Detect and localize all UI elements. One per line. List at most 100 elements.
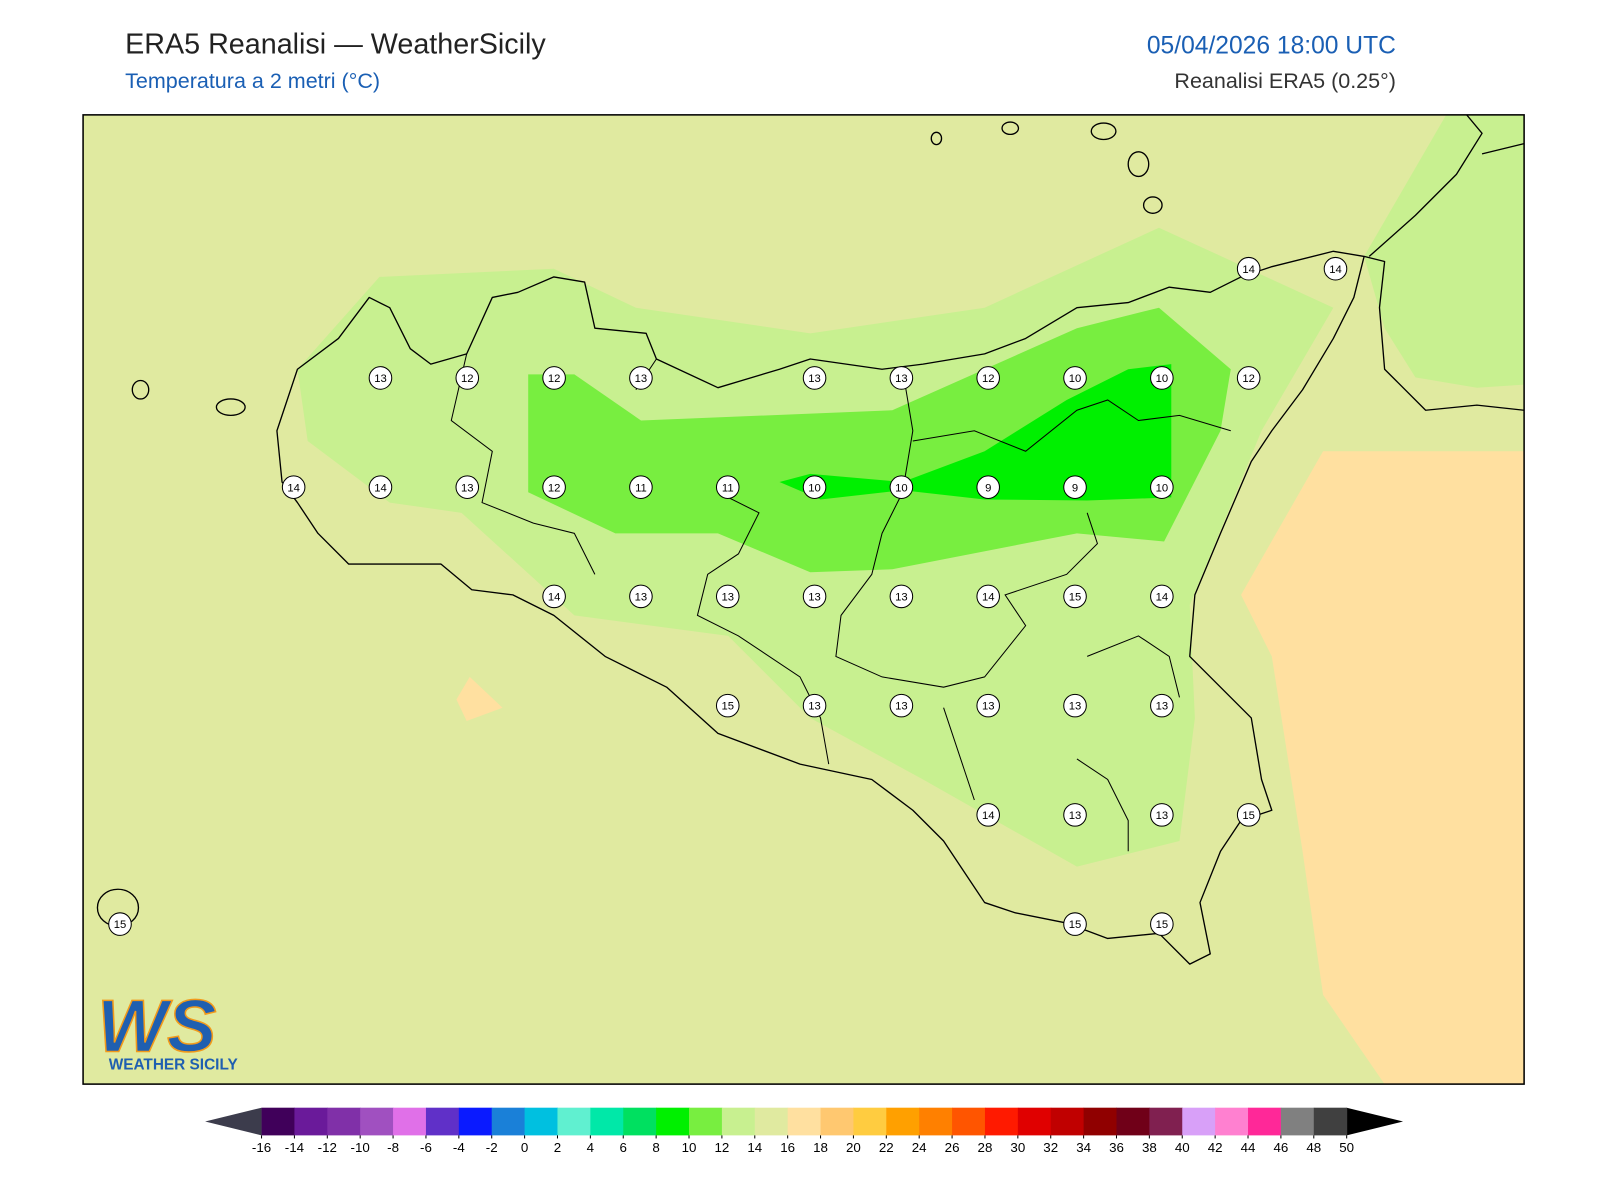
grid-value: 15 (721, 701, 734, 713)
colorbar-cell (1116, 1107, 1150, 1136)
colorbar-tick-label: 48 (1306, 1140, 1321, 1155)
colorbar-tick-label: 22 (879, 1140, 894, 1155)
grid-value: 10 (808, 482, 821, 494)
grid-point (542, 366, 566, 390)
colorbar-tick-label: 12 (714, 1140, 729, 1155)
grid-value: 13 (895, 373, 908, 385)
grid-value: 13 (635, 373, 648, 385)
grid-point (889, 366, 914, 390)
grid-point (976, 475, 1000, 499)
colorbar-cell (327, 1107, 361, 1136)
title: ERA5 Reanalisi — WeatherSicily (125, 28, 546, 60)
grid-value: 9 (1072, 482, 1078, 494)
island (131, 379, 150, 400)
colorbar-cell (393, 1107, 427, 1136)
grid-point (976, 803, 1000, 827)
grid-point (1150, 475, 1174, 499)
grid-value: 13 (374, 373, 387, 385)
grid-value: 10 (1156, 482, 1169, 494)
colorbar-tick-label: 40 (1175, 1140, 1190, 1155)
grid-value: 10 (895, 482, 908, 494)
contour-region (456, 676, 503, 722)
grid-point (1150, 584, 1174, 609)
grid-value: 14 (982, 810, 995, 822)
grid-point (802, 584, 827, 609)
source: Reanalisi ERA5 (0.25°) (1174, 69, 1395, 93)
colorbar-tick-label: 32 (1043, 1140, 1058, 1155)
grid-value: 13 (895, 701, 908, 713)
grid-point (1063, 803, 1087, 827)
colorbar-cell (754, 1107, 789, 1136)
colorbar-cell (1017, 1107, 1052, 1136)
calabria-coast (1363, 114, 1525, 411)
colorbar-under (205, 1107, 262, 1136)
colorbar-tick-label: 30 (1010, 1140, 1025, 1155)
colorbar-tick-label: -16 (252, 1140, 271, 1155)
colorbar-tick-label: 36 (1109, 1140, 1124, 1155)
grid-point (1063, 475, 1087, 499)
datetime: 05/04/2026 18:00 UTC (1147, 32, 1396, 59)
grid-value: 13 (1156, 701, 1169, 713)
contour-region (779, 364, 1172, 501)
colorbar-cell (623, 1107, 657, 1136)
colorbar-cell (886, 1107, 920, 1136)
grid-point (715, 584, 740, 609)
map-frame (82, 114, 1525, 1085)
colorbar-cell (524, 1107, 558, 1136)
colorbar-cell (1313, 1107, 1348, 1136)
colorbar-tick-label: 14 (747, 1140, 762, 1155)
island (215, 398, 246, 417)
logo-text: WEATHER SICILY (109, 1057, 238, 1074)
grid-point (542, 584, 566, 609)
grid-value: 14 (1242, 264, 1255, 276)
colorbar-tick-label: -4 (453, 1140, 465, 1155)
grid-point (368, 475, 393, 499)
grid-value: 15 (1156, 919, 1169, 931)
grid-point (542, 475, 566, 499)
grid-value: 14 (548, 592, 561, 604)
subtitle: Temperatura a 2 metri (°C) (125, 69, 380, 93)
grid-value: 15 (1242, 810, 1255, 822)
grid-value: 14 (287, 482, 300, 494)
grid-value: 11 (722, 482, 734, 494)
colorbar-tick-label: 28 (978, 1140, 993, 1155)
grid-value: 13 (808, 592, 821, 604)
grid-value: 14 (1156, 592, 1169, 604)
colorbar-tick-label: 34 (1076, 1140, 1091, 1155)
colorbar-cell (919, 1107, 953, 1136)
contour-region (528, 307, 1231, 573)
grid-point (1236, 366, 1261, 390)
colorbar-tick-label: 8 (652, 1140, 659, 1155)
colorbar-tick-label: 24 (912, 1140, 927, 1155)
grid-value: 15 (1069, 592, 1082, 604)
colorbar-cell (557, 1107, 591, 1136)
grid-value: 14 (1329, 264, 1342, 276)
logo-mark: WS (97, 984, 216, 1067)
grid-point (1063, 912, 1087, 936)
colorbar-cell (491, 1107, 526, 1136)
grid-value: 10 (1156, 373, 1169, 385)
grid-value: 11 (635, 482, 647, 494)
grid-value: 13 (808, 373, 821, 385)
grid-value: 13 (721, 592, 734, 604)
colorbar-tick-label: 26 (945, 1140, 960, 1155)
grid-point (889, 584, 914, 609)
colorbar-cell (689, 1107, 723, 1136)
grid-value: 12 (548, 373, 561, 385)
grid-point (889, 475, 914, 499)
colorbar-tick-label: 18 (813, 1140, 828, 1155)
colorbar-cell (1083, 1107, 1118, 1136)
grid-point (1150, 693, 1174, 718)
grid-point (1150, 912, 1174, 936)
grid-value: 13 (808, 701, 821, 713)
grid-point (802, 475, 827, 499)
contour-region (1241, 451, 1525, 1085)
grid-point (715, 693, 740, 718)
grid-point (1150, 366, 1174, 390)
grid-point (281, 475, 306, 499)
grid-value: 12 (1242, 373, 1255, 385)
grid-point (108, 912, 132, 936)
grid-value: 9 (985, 482, 991, 494)
colorbar-cell (820, 1107, 854, 1136)
